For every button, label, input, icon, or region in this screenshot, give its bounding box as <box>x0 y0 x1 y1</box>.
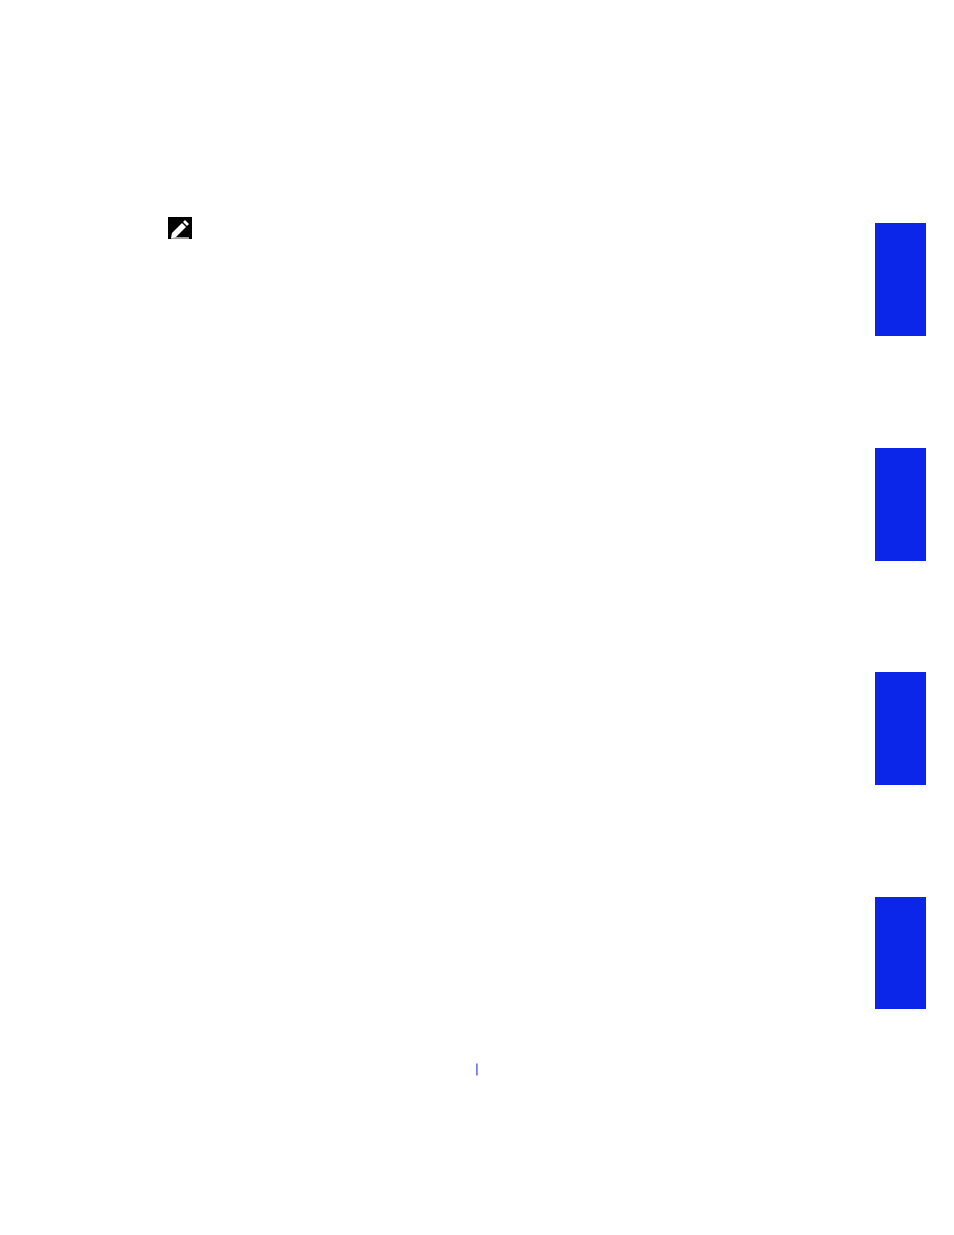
side-tab-2 <box>875 448 926 561</box>
side-tab-1 <box>875 223 926 336</box>
side-tab-3 <box>875 672 926 785</box>
footer-separator: | <box>473 1061 480 1076</box>
side-tab-4 <box>875 897 926 1009</box>
page-footer: | <box>0 1061 954 1076</box>
note-icon <box>168 217 192 239</box>
